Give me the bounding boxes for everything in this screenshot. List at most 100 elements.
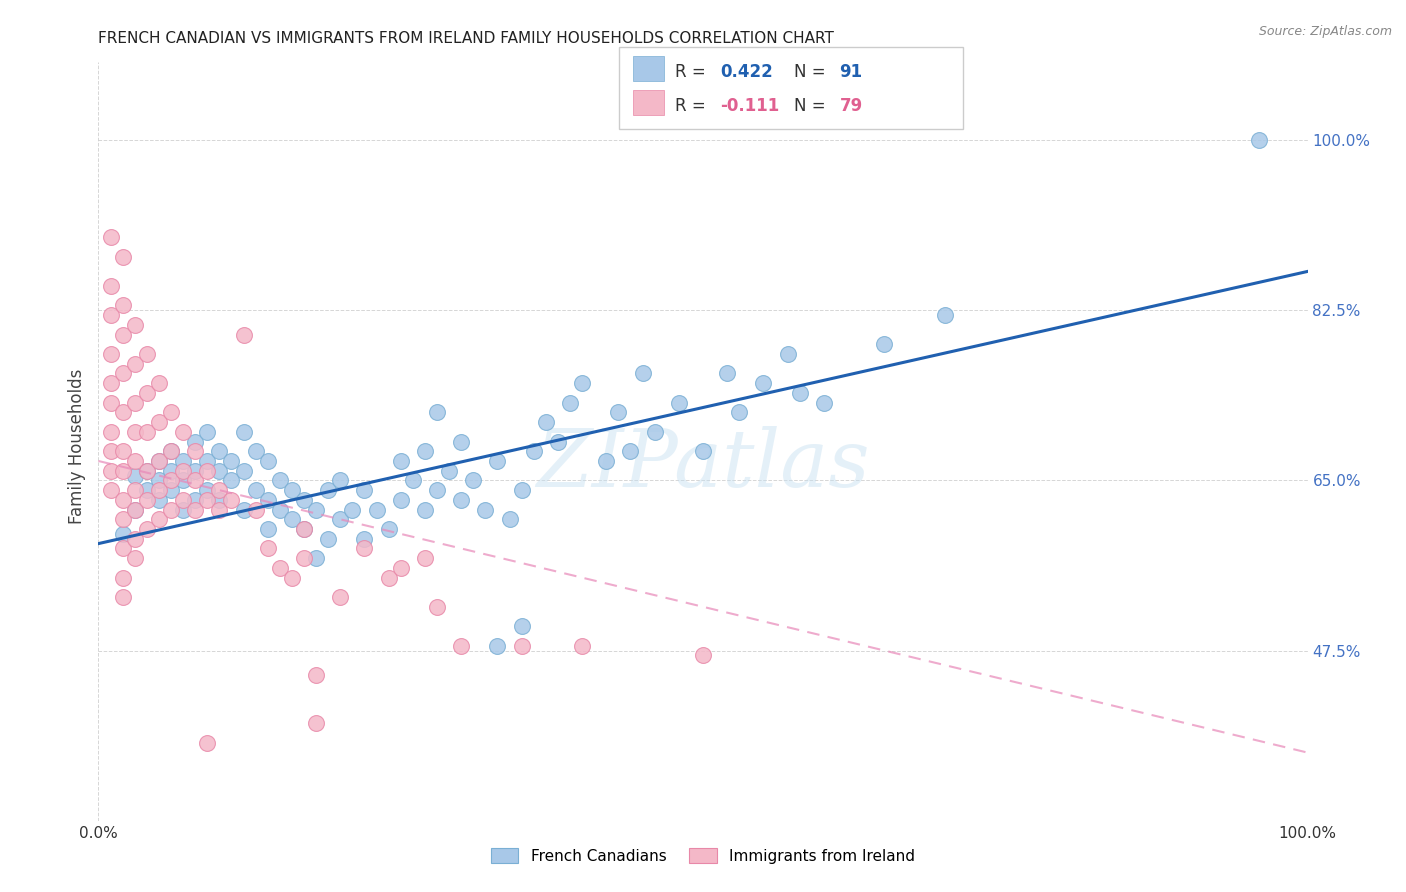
Point: [245, 502, 267, 516]
Point: [402, 474, 425, 488]
Point: [281, 512, 304, 526]
Legend: French Canadians, Immigrants from Ireland: French Canadians, Immigrants from Irelan…: [485, 842, 921, 870]
Point: [510, 639, 533, 653]
Point: [789, 386, 811, 401]
Point: [353, 483, 375, 497]
Point: [160, 464, 183, 478]
Point: [413, 444, 436, 458]
Point: [607, 405, 630, 419]
Point: [124, 502, 146, 516]
Point: [148, 376, 170, 391]
Point: [292, 551, 315, 566]
Point: [437, 464, 460, 478]
Point: [111, 367, 134, 381]
Point: [100, 464, 122, 478]
Point: [135, 483, 157, 497]
Point: [232, 327, 254, 342]
Point: [124, 357, 146, 371]
Text: Source: ZipAtlas.com: Source: ZipAtlas.com: [1258, 25, 1392, 38]
Point: [1249, 133, 1271, 147]
Point: [124, 425, 146, 439]
Point: [111, 512, 134, 526]
Point: [160, 474, 183, 488]
Point: [160, 444, 183, 458]
Point: [124, 551, 146, 566]
Point: [256, 541, 278, 556]
Point: [934, 308, 956, 322]
Point: [813, 395, 835, 409]
Point: [148, 492, 170, 507]
Point: [208, 483, 231, 497]
Point: [316, 532, 339, 546]
Point: [413, 502, 436, 516]
Point: [124, 318, 146, 332]
Point: [111, 464, 134, 478]
Point: [245, 483, 267, 497]
Point: [195, 483, 218, 497]
Point: [195, 454, 218, 468]
Point: [160, 444, 183, 458]
Point: [619, 444, 641, 458]
Point: [389, 492, 412, 507]
Point: [523, 444, 546, 458]
Point: [426, 483, 449, 497]
Point: [571, 639, 593, 653]
Point: [389, 561, 412, 575]
Point: [100, 483, 122, 497]
Point: [100, 395, 122, 409]
Point: [172, 454, 194, 468]
Point: [329, 590, 352, 604]
Point: [172, 464, 194, 478]
Text: -0.111: -0.111: [720, 97, 779, 115]
Text: N =: N =: [794, 97, 831, 115]
Point: [184, 492, 207, 507]
Point: [111, 541, 134, 556]
Point: [195, 425, 218, 439]
Point: [474, 502, 496, 516]
Point: [111, 527, 134, 541]
Point: [316, 483, 339, 497]
Point: [135, 492, 157, 507]
Point: [195, 492, 218, 507]
Point: [463, 474, 485, 488]
Point: [172, 425, 194, 439]
Point: [100, 230, 122, 244]
Point: [184, 464, 207, 478]
Point: [124, 532, 146, 546]
Point: [571, 376, 593, 391]
Point: [160, 405, 183, 419]
Point: [450, 492, 472, 507]
Point: [595, 454, 617, 468]
Point: [124, 502, 146, 516]
Point: [450, 639, 472, 653]
Point: [208, 492, 231, 507]
Point: [245, 444, 267, 458]
Point: [135, 425, 157, 439]
Point: [148, 512, 170, 526]
Point: [172, 492, 194, 507]
Point: [305, 668, 328, 682]
Point: [873, 337, 896, 351]
Point: [547, 434, 569, 449]
Point: [124, 454, 146, 468]
Text: 91: 91: [839, 63, 862, 81]
Point: [100, 425, 122, 439]
Point: [644, 425, 666, 439]
Point: [100, 279, 122, 293]
Point: [232, 425, 254, 439]
Point: [498, 512, 520, 526]
Point: [256, 454, 278, 468]
Point: [111, 444, 134, 458]
Point: [111, 405, 134, 419]
Point: [510, 619, 533, 633]
Point: [124, 483, 146, 497]
Point: [135, 464, 157, 478]
Point: [389, 454, 412, 468]
Point: [692, 648, 714, 663]
Point: [111, 327, 134, 342]
Point: [486, 454, 509, 468]
Point: [728, 405, 751, 419]
Point: [208, 502, 231, 516]
Point: [329, 512, 352, 526]
Point: [716, 367, 738, 381]
